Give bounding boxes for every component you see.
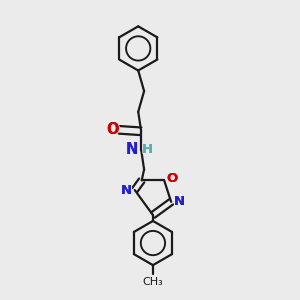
Text: O: O [167, 172, 178, 185]
Text: N: N [172, 194, 186, 209]
Text: O: O [106, 122, 119, 137]
Text: O: O [166, 172, 179, 187]
Text: N: N [121, 184, 132, 196]
Text: N: N [174, 195, 185, 208]
Text: O: O [167, 172, 178, 185]
Text: N: N [126, 142, 138, 157]
Text: O: O [106, 122, 119, 137]
Text: N: N [121, 184, 132, 196]
Text: H: H [141, 142, 154, 157]
Text: O: O [106, 122, 119, 137]
Text: N: N [120, 182, 133, 197]
Text: H: H [142, 143, 153, 156]
Text: H: H [142, 143, 153, 156]
Text: N: N [126, 142, 138, 157]
Text: N: N [125, 142, 139, 157]
Text: N: N [174, 195, 185, 208]
Text: CH₃: CH₃ [142, 277, 163, 287]
